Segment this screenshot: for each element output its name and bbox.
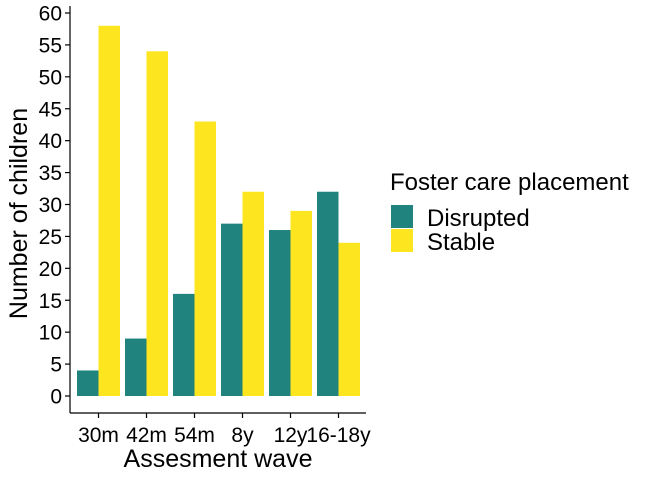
y-tick-label: 45 [39,98,62,121]
x-tick-label: 30m [78,424,119,447]
y-tick-label: 0 [50,386,62,409]
x-tick-label: 54m [174,424,215,447]
legend-label-stable: Stable [427,229,495,256]
bar-stable-12y [290,210,312,396]
y-tick-label: 50 [39,66,62,89]
bars [77,25,360,397]
legend-key-disrupted [391,205,413,228]
bar-disrupted-42m [125,338,147,396]
bar-disrupted-12y [269,230,291,396]
legend-key-stable [391,229,413,252]
bar-disrupted-30m [77,370,99,396]
y-tick-label: 25 [39,226,62,249]
y-tick-label: 60 [39,3,62,26]
bar-stable-16-18y [338,242,360,396]
bar-stable-42m [146,51,168,397]
legend-title: Foster care placement [390,169,629,196]
y-tick-label: 10 [39,322,62,345]
bar-stable-30m [98,25,120,397]
y-tick-label: 55 [39,34,62,57]
y-tick-label: 5 [50,354,62,377]
bar-disrupted-8y [221,223,243,396]
x-tick-label: 12y [274,424,308,447]
y-tick-label: 40 [39,130,62,153]
bar-disrupted-16-18y [317,191,339,396]
bar-stable-8y [242,191,264,396]
y-tick-label: 15 [39,290,62,313]
y-tick-label: 20 [39,258,62,281]
y-axis-title: Number of children [5,108,33,319]
x-tick-label: 8y [231,424,254,447]
x-axis-title: Assesment wave [124,445,313,473]
x-tick-label: 16-18y [306,424,371,447]
y-tick-label: 30 [39,194,62,217]
y-tick-label: 35 [39,162,62,185]
legend-label-disrupted: Disrupted [427,205,530,232]
x-tick-label: 42m [126,424,167,447]
bar-stable-54m [194,121,216,397]
plot-area: 0 5 10 15 20 25 30 35 40 45 50 55 60 30m 42m 54m 8y 12y1… [39,3,371,448]
y-axis-ticks: 0 5 10 15 20 25 30 35 40 45 50 55 60 [39,3,70,409]
bar-disrupted-54m [173,293,195,396]
